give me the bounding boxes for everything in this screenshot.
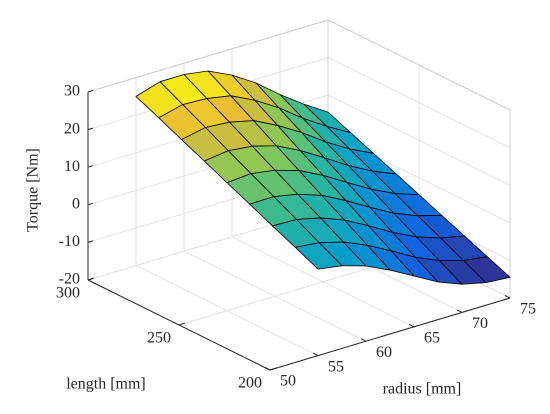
y-axis-label: length [mm] (66, 376, 146, 393)
box-edge (87, 19, 329, 93)
z-tick (87, 240, 94, 243)
z-tick-label: -20 (59, 271, 80, 288)
x-tick (360, 338, 367, 342)
z-tick-label: 0 (72, 195, 80, 212)
grid-line (327, 57, 511, 149)
box-edge (327, 19, 511, 111)
z-tick-label: -10 (59, 233, 80, 250)
x-axis (269, 297, 511, 371)
z-tick-label: 30 (64, 83, 80, 100)
z-tick-label: 10 (64, 158, 80, 175)
z-tick (87, 90, 94, 93)
z-tick (87, 165, 94, 168)
z-tick (87, 127, 94, 131)
z-tick-label: 20 (64, 120, 80, 137)
x-tick-label: 60 (376, 344, 392, 361)
y-tick-label: 200 (238, 375, 262, 392)
x-tick-label: 50 (280, 373, 296, 390)
z-tick (87, 202, 94, 206)
y-tick-label: 250 (147, 330, 171, 347)
x-tick-label: 75 (520, 301, 536, 318)
x-tick-label: 70 (472, 315, 488, 332)
y-tick-label: 300 (56, 285, 80, 302)
x-tick (312, 352, 319, 357)
x-axis-label: radius [mm] (383, 381, 462, 398)
x-tick (456, 309, 463, 313)
z-axis-label: Torque [Nm] (25, 148, 42, 232)
y-tick (269, 367, 277, 371)
x-tick (408, 323, 415, 328)
y-tick (178, 322, 186, 326)
surface-patch (294, 242, 343, 270)
grid-line (327, 94, 511, 186)
x-tick (504, 295, 511, 299)
y-tick (87, 277, 95, 281)
x-tick-label: 55 (328, 358, 344, 375)
x-tick-label: 65 (424, 329, 440, 346)
x-tick (264, 367, 271, 371)
